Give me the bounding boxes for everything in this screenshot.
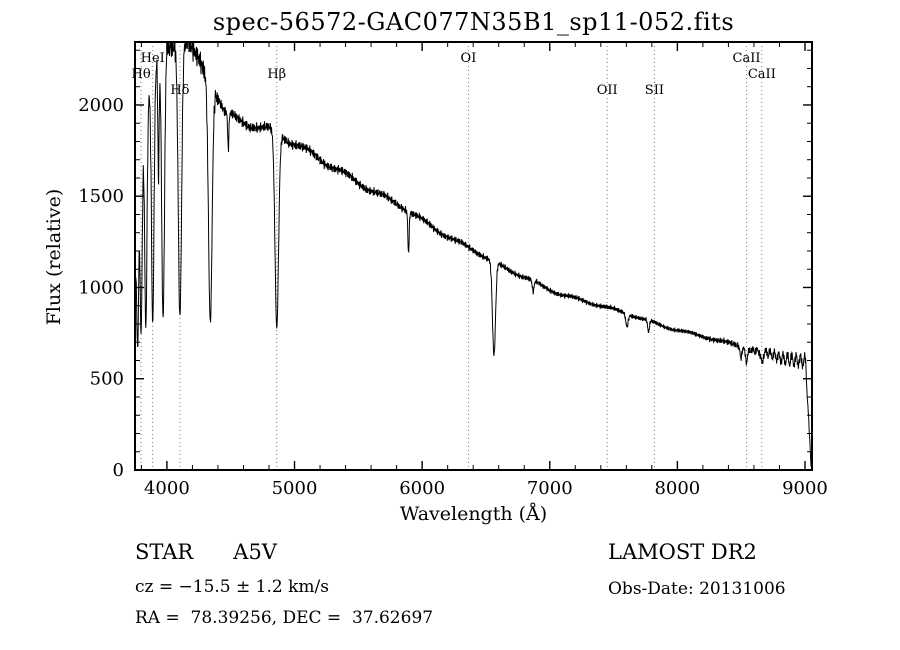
spectral-marker-label: CaII bbox=[733, 51, 761, 66]
spectral-marker-label: Hβ bbox=[267, 67, 286, 82]
plot-frame bbox=[134, 41, 813, 471]
object-class-label: STAR A5V bbox=[135, 540, 277, 564]
x-tick-label: 7000 bbox=[527, 478, 573, 499]
cz-value: cz = −15.5 ± 1.2 km/s bbox=[135, 577, 329, 597]
plot-title: spec-56572-GAC077N35B1_sp11-052.fits bbox=[212, 8, 735, 36]
survey-label: LAMOST DR2 bbox=[608, 540, 757, 564]
spectral-marker-label: Hδ bbox=[170, 83, 189, 98]
x-tick-label: 4000 bbox=[144, 478, 190, 499]
x-tick-label: 6000 bbox=[399, 478, 445, 499]
y-tick-label: 0 bbox=[113, 460, 124, 481]
y-tick-label: 1500 bbox=[78, 186, 124, 207]
spectral-marker-label: Hθ bbox=[132, 67, 151, 82]
ra-dec-value: RA = 78.39256, DEC = 37.62697 bbox=[135, 608, 434, 628]
spectral-marker-label: CaII bbox=[748, 67, 776, 82]
y-tick-label: 1000 bbox=[78, 277, 124, 298]
y-tick-label: 2000 bbox=[78, 95, 124, 116]
spectral-marker-label: HeI bbox=[141, 51, 165, 66]
y-axis-label: Flux (relative) bbox=[43, 188, 65, 326]
spectral-marker-label: OI bbox=[461, 51, 477, 66]
obs-date: Obs-Date: 20131006 bbox=[608, 579, 786, 599]
x-tick-label: 5000 bbox=[272, 478, 318, 499]
y-tick-label: 500 bbox=[90, 369, 124, 390]
spectrum-path bbox=[135, 42, 812, 468]
x-axis-label: Wavelength (Å) bbox=[399, 503, 548, 525]
x-tick-label: 8000 bbox=[654, 478, 700, 499]
x-tick-label: 9000 bbox=[782, 478, 828, 499]
spectral-marker-label: SII bbox=[645, 83, 664, 98]
spectral-marker-label: OII bbox=[597, 83, 618, 98]
